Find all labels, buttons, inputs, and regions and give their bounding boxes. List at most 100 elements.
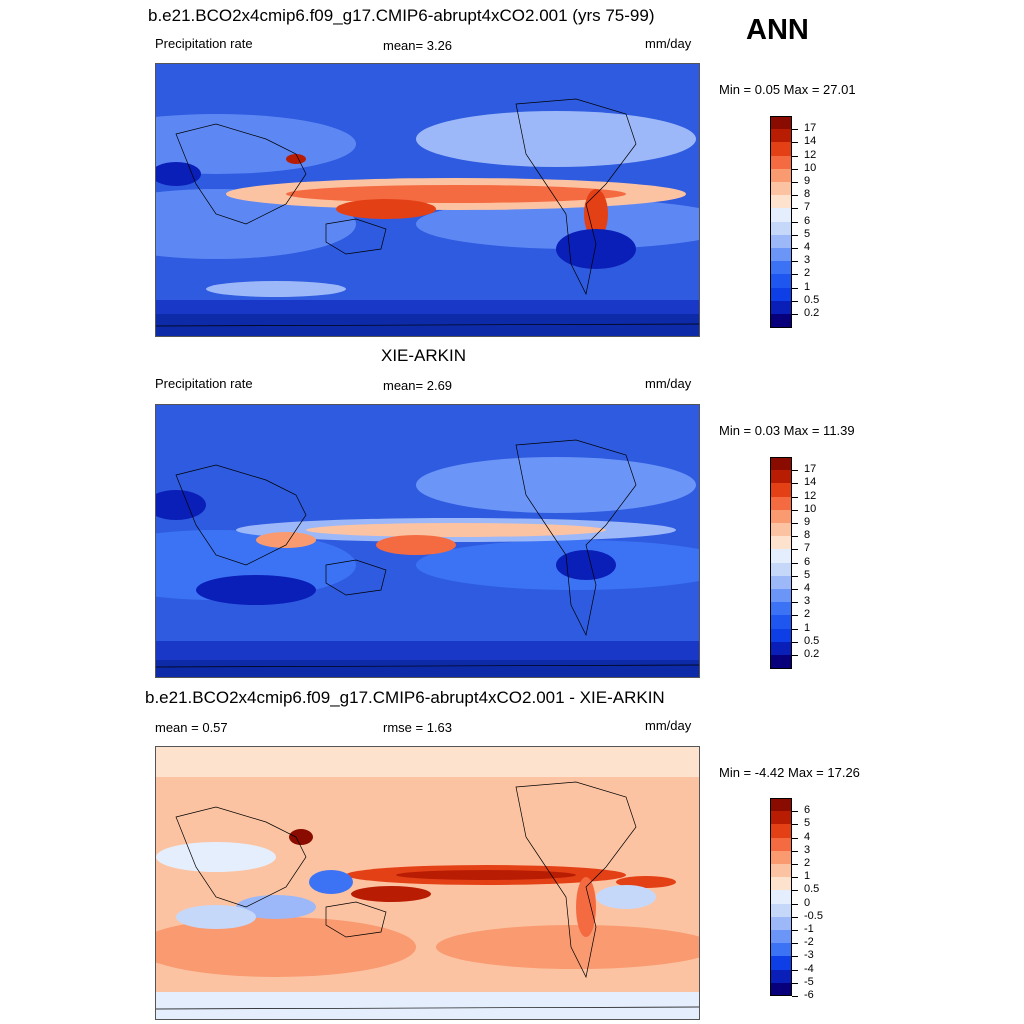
colorbar-tick-label: -1 — [804, 923, 814, 935]
colorbar-tick-label: 9 — [804, 516, 811, 528]
colorbar-tick — [792, 287, 798, 289]
colorbar-tick — [792, 168, 798, 170]
colorbar-tick — [792, 996, 798, 997]
variable-label: Precipitation rate — [155, 376, 253, 391]
colorbar-tick — [792, 182, 798, 183]
colorbar-swatch — [770, 116, 792, 130]
variable-label: Precipitation rate — [155, 36, 253, 51]
colorbar-swatch — [770, 470, 792, 484]
colorbar-swatch — [770, 509, 792, 524]
colorbar-swatch — [770, 824, 792, 839]
colorbar-swatch — [770, 300, 792, 315]
colorbar-tick-label: 10 — [804, 502, 817, 515]
panel-title: XIE-ARKIN — [381, 346, 467, 365]
colorbar-swatch — [770, 496, 792, 511]
colorbar-tick-label: 0 — [804, 896, 811, 909]
diff-map — [155, 746, 700, 1020]
colorbar-tick — [792, 969, 798, 971]
colorbar-tick — [792, 314, 798, 315]
colorbar-swatch — [770, 182, 792, 196]
panel-title: b.e21.BCO2x4cmip6.f09_g17.CMIP6-abrupt4x… — [145, 688, 665, 707]
colorbar-tick — [792, 641, 798, 643]
colorbar-tick-label: -2 — [804, 936, 814, 949]
mean-label: mean= 3.26 — [383, 38, 453, 53]
colorbar-swatch — [770, 562, 792, 577]
colorbar-tick-label: 2 — [804, 608, 811, 621]
colorbar-swatch — [770, 575, 792, 590]
mean-label: mean = 0.57 — [155, 720, 228, 735]
colorbar-tick-label: 9 — [804, 175, 811, 187]
colorbar-tick-label: -5 — [804, 975, 814, 988]
colorbar-tick-label: 2 — [804, 857, 811, 869]
colorbar-swatch — [770, 930, 792, 944]
colorbar-swatch — [770, 457, 792, 471]
units-label: mm/day — [645, 36, 692, 51]
season-label: ANN — [746, 14, 809, 46]
colorbar-tick-label: 7 — [804, 542, 811, 555]
colorbar-tick — [792, 234, 798, 236]
colorbar-swatch — [770, 234, 792, 249]
minmax-label: Min = 0.05 Max = 27.01 — [719, 82, 856, 97]
colorbar-tick-label: 4 — [804, 241, 811, 253]
colorbar-tick — [792, 575, 798, 577]
colorbar-tick-label: 0.2 — [804, 307, 820, 319]
colorbar-tick-label: -6 — [804, 989, 814, 1001]
colorbar-tick-label: 12 — [804, 148, 817, 161]
colorbar-swatch — [770, 982, 792, 997]
colorbar-tick — [792, 930, 798, 931]
colorbar-tick — [792, 129, 798, 131]
colorbar-swatch — [770, 536, 792, 550]
colorbar-swatch — [770, 168, 792, 183]
colorbar-tick — [792, 248, 798, 249]
colorbar-swatch — [770, 628, 792, 643]
colorbar-tick-label: 5 — [804, 817, 811, 830]
colorbar-swatch — [770, 483, 792, 498]
colorbar-swatch — [770, 549, 792, 564]
colorbar-swatch — [770, 811, 792, 825]
colorbar-tick-label: -4 — [804, 962, 814, 975]
minmax-label: Min = 0.03 Max = 11.39 — [719, 423, 855, 438]
colorbar-swatch — [770, 864, 792, 878]
colorbar-tick-label: 14 — [804, 135, 817, 148]
colorbar-swatch — [770, 916, 792, 931]
colorbar-swatch — [770, 208, 792, 223]
colorbar-tick-label: 1 — [804, 621, 811, 634]
colorbar-tick-label: 14 — [804, 476, 817, 489]
colorbar-tick — [792, 155, 798, 157]
colorbar-swatch — [770, 248, 792, 262]
colorbar-tick — [792, 221, 798, 223]
colorbar-swatch — [770, 142, 792, 157]
colorbar-tick — [792, 890, 798, 892]
colorbar-swatch — [770, 589, 792, 603]
colorbar-tick — [792, 536, 798, 538]
colorbar-tick-label: 0.2 — [804, 648, 820, 660]
colorbar-tick — [792, 562, 798, 564]
rmse-label: rmse = 1.63 — [383, 720, 453, 735]
panel-title: b.e21.BCO2x4cmip6.f09_g17.CMIP6-abrupt4x… — [148, 6, 655, 25]
colorbar-tick-label: -3 — [804, 949, 814, 962]
colorbar-swatch — [770, 837, 792, 852]
colorbar-swatch — [770, 523, 792, 537]
colorbar-tick-label: 8 — [804, 529, 811, 542]
colorbar-tick-label: 17 — [804, 122, 817, 135]
colorbar-tick-label: 8 — [804, 188, 811, 201]
colorbar-swatch — [770, 261, 792, 275]
colorbar-swatch — [770, 615, 792, 630]
colorbar-swatch — [770, 274, 792, 289]
colorbar-swatch — [770, 890, 792, 905]
colorbar-tick — [792, 916, 798, 918]
colorbar-swatch — [770, 314, 792, 328]
colorbar-tick — [792, 811, 798, 813]
colorbar-tick-label: 4 — [804, 830, 811, 843]
colorbar-swatch — [770, 195, 792, 209]
colorbar-tick-label: 2 — [804, 267, 811, 280]
colorbar-swatch — [770, 602, 792, 616]
colorbar-swatch — [770, 903, 792, 918]
colorbar-tick — [792, 549, 798, 551]
colorbar-swatch — [770, 956, 792, 971]
minmax-label: Min = -4.42 Max = 17.26 — [719, 765, 860, 780]
colorbar-tick-label: 0.5 — [804, 293, 820, 306]
colorbar-tick — [792, 589, 798, 590]
colorbar-tick — [792, 509, 798, 511]
colorbar-tick — [792, 142, 798, 144]
